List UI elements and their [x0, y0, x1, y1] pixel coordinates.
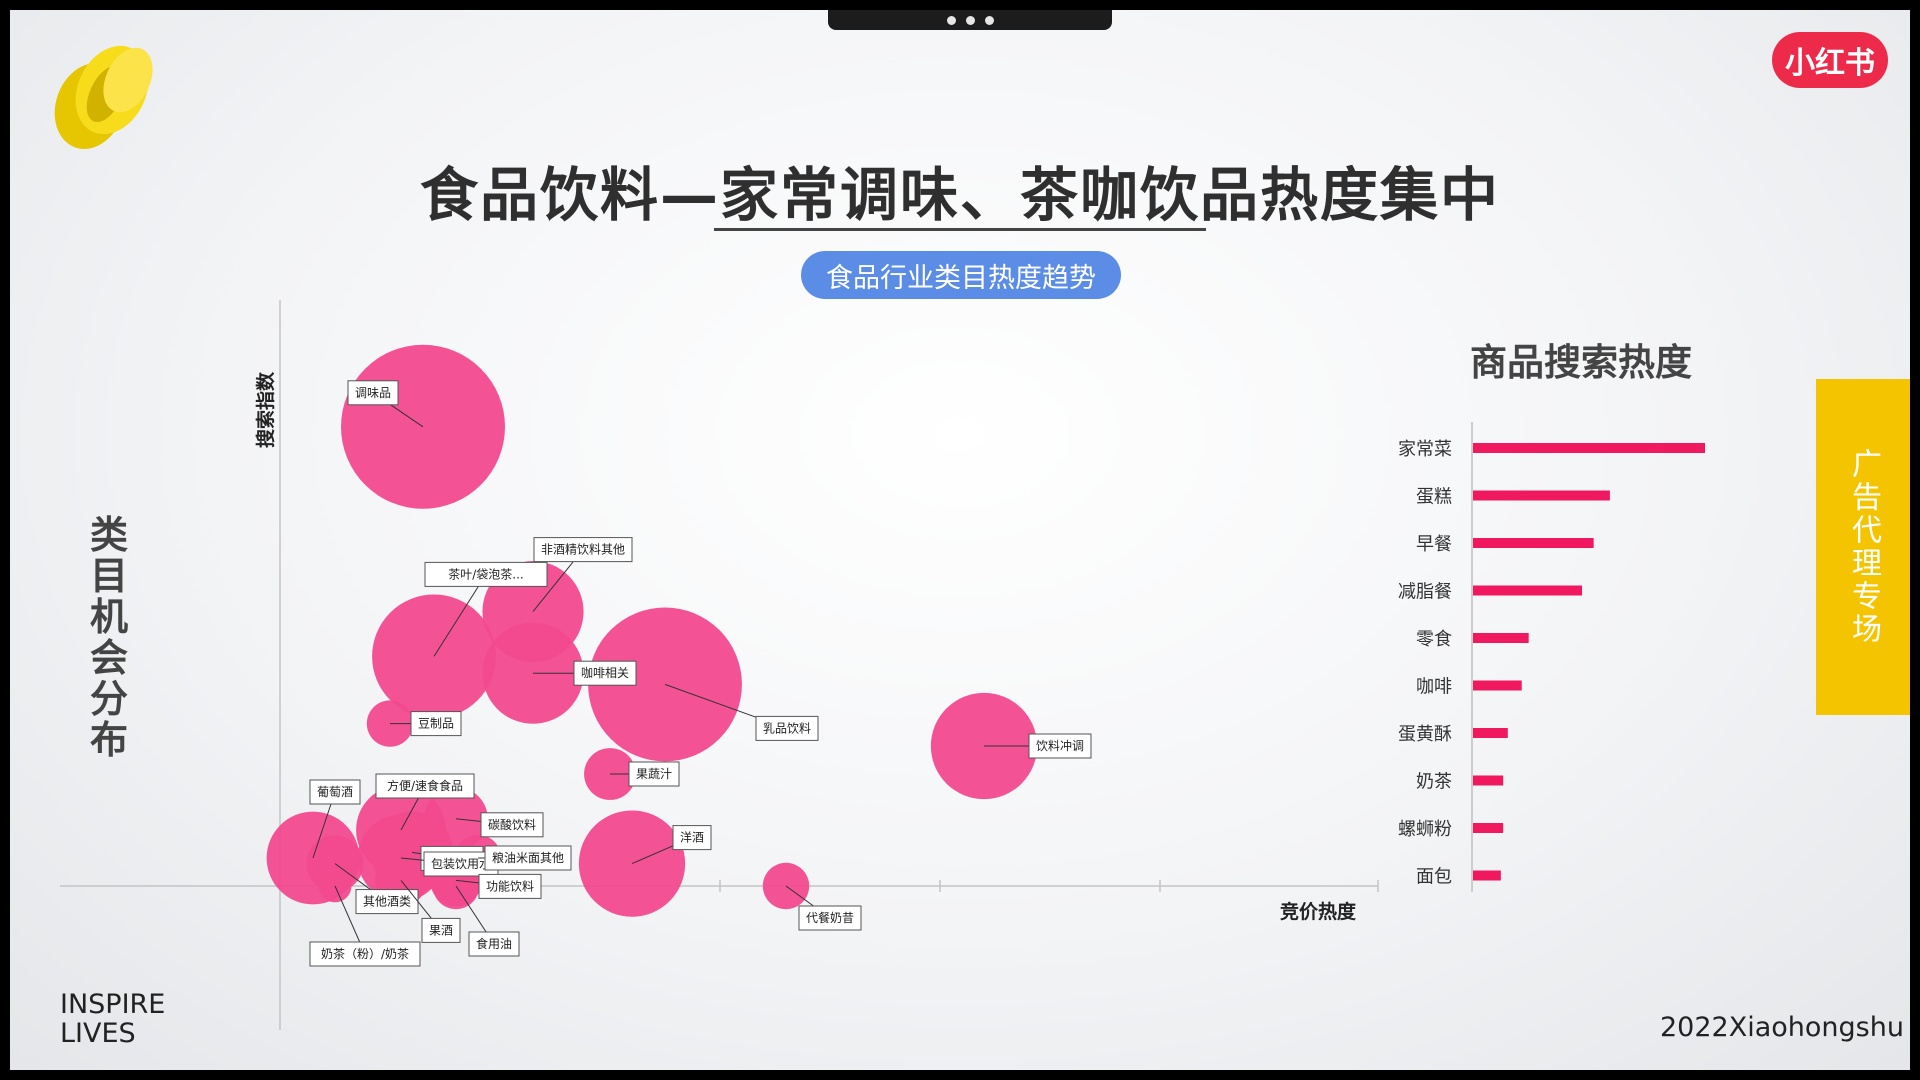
bar-category-label: 零食: [1416, 629, 1452, 650]
bubble-label: 食用油: [476, 936, 512, 951]
bubble-label: 饮料冲调: [1036, 738, 1084, 753]
bar-减脂餐: [1473, 585, 1583, 596]
callout-box: [468, 931, 520, 957]
footer-slogan: INSPIRE LIVES: [60, 990, 165, 1048]
page-title: 食品饮料—家常调味、茶咖饮品热度集中: [419, 161, 1500, 229]
bubble-label: 茶叶/袋泡茶...: [448, 566, 524, 581]
callout-box: [480, 812, 544, 838]
bar-早餐: [1473, 538, 1594, 548]
bar-category-label: 螺蛳粉: [1398, 819, 1452, 840]
callout-box: [755, 715, 819, 741]
callout-box: [309, 779, 361, 805]
bubble-碳酸饮料: [424, 787, 488, 851]
callout-box: [573, 660, 637, 686]
bubble-label: 果酒: [429, 923, 453, 937]
callout-box: [484, 845, 572, 871]
bubble-label: 粮油米面其他: [492, 850, 564, 865]
bubble-label: 方便/速食食品: [387, 778, 463, 793]
bubble-label: 代餐奶昔: [806, 910, 854, 925]
x-axis-label: 竞价热度: [1280, 900, 1357, 923]
callout-box: [347, 380, 399, 406]
bubble-label: 乳品饮料: [763, 721, 811, 735]
title-underline: [714, 228, 1206, 231]
dot-icon: [984, 15, 994, 25]
bubble-label: 调味品: [355, 386, 391, 400]
bar-零食: [1473, 633, 1529, 643]
footer-slogan-line: LIVES: [60, 1018, 136, 1049]
bar-category-label: 蛋糕: [1416, 487, 1452, 508]
dot-icon: [946, 15, 956, 25]
y-axis-label: 搜索指数: [254, 371, 277, 448]
footer-slogan-line: INSPIRE: [60, 989, 166, 1020]
callout-box: [628, 761, 680, 787]
bubble-label: 果蔬汁: [636, 767, 672, 781]
callout-box: [410, 711, 462, 737]
footer-copyright: 2022Xiaohongshu: [1660, 1012, 1904, 1043]
bar-蛋黄酥: [1473, 728, 1508, 738]
bar-蛋糕: [1473, 490, 1610, 501]
bubble-label: 非酒精饮料其他: [541, 543, 625, 557]
bar-category-label: 早餐: [1416, 534, 1452, 555]
bar-category-label: 奶茶: [1416, 772, 1452, 793]
bubble-label: 奶茶（粉）/奶茶: [321, 946, 409, 961]
callout-box: [478, 873, 542, 899]
bubble-label: 碳酸饮料: [488, 817, 536, 832]
bar-category-label: 家常菜: [1398, 439, 1452, 460]
callout-box: [375, 773, 475, 799]
left-vertical-title: 类目机会分布: [89, 513, 128, 762]
bar-category-label: 减脂餐: [1398, 582, 1452, 603]
bubble-label: 功能饮料: [486, 879, 534, 893]
xiaohongshu-logo: 小红书: [1772, 32, 1888, 88]
window-menu-handle[interactable]: [828, 10, 1112, 30]
callout-box: [672, 825, 712, 851]
subtitle-pill: 食品行业类目热度趋势: [801, 251, 1121, 299]
bubble-label: 豆制品: [418, 717, 454, 731]
bar-螺蛳粉: [1473, 823, 1504, 833]
callout-box: [421, 917, 461, 943]
bar-奶茶: [1473, 775, 1504, 786]
callout-box: [1028, 733, 1092, 759]
bubble-label: 葡萄酒: [317, 785, 353, 799]
callout-leader: [433, 574, 487, 657]
bar-category-label: 咖啡: [1416, 677, 1452, 698]
bar-category-label: 面包: [1416, 867, 1452, 888]
dot-icon: [965, 15, 975, 25]
slide: 小红书 食品饮料—家常调味、茶咖饮品热度集中 食品行业类目热度趋势 类目机会分布…: [10, 10, 1910, 1070]
callout-box: [424, 561, 548, 587]
bar-咖啡: [1473, 680, 1522, 691]
bubble-label: 洋酒: [680, 830, 704, 845]
callout-box: [533, 537, 633, 563]
right-side-tab[interactable]: 广告代理专场: [1816, 379, 1910, 715]
right-tab-label: 广告代理专场: [1846, 448, 1881, 646]
bubble-label: 包装饮用水: [431, 857, 491, 871]
bubble-label: 咖啡相关: [581, 665, 629, 680]
bubble-label: 其他酒类: [363, 895, 411, 909]
bar-category-label: 蛋黄酥: [1398, 724, 1452, 745]
yellow-spiral-logo-icon: [54, 45, 153, 149]
bar-家常菜: [1473, 443, 1705, 453]
callout-box: [309, 941, 421, 967]
callout-box: [798, 905, 862, 931]
bar-面包: [1473, 870, 1501, 881]
bar-chart-title: 商品搜索热度: [1470, 341, 1692, 384]
